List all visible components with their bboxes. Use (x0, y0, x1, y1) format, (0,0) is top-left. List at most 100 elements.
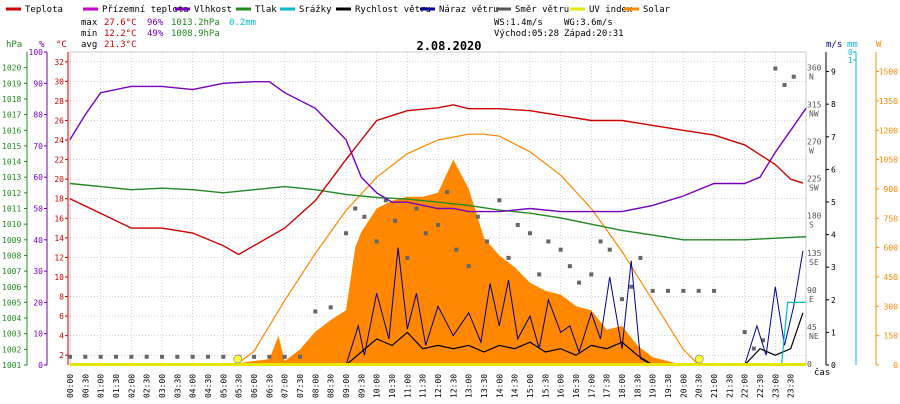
wind-direction-point (436, 222, 440, 227)
wind-direction-point (344, 231, 348, 236)
time-tick-label: 05:30 (235, 374, 244, 398)
time-tick-label: 08:00 (311, 374, 320, 398)
time-tick-label: 11:30 (419, 374, 428, 398)
wind-direction-point (313, 309, 318, 314)
dir-tick-deg: 315 (807, 101, 822, 110)
stat-min-label: min (81, 29, 97, 39)
dir-tick-deg: 270 (807, 138, 822, 147)
pressure-tick-label: 1005 (2, 298, 21, 307)
humidity-unit: % (39, 40, 45, 50)
wind-direction-point (475, 214, 480, 219)
pressure-tick-label: 1002 (2, 345, 21, 354)
time-tick-label: 23:30 (787, 374, 796, 398)
legend-label: Přízemní teplota (102, 5, 189, 15)
time-tick-label: 02:30 (143, 374, 152, 398)
humidity-tick-label: 60 (33, 173, 43, 182)
legend-label: Rychlost větru (355, 5, 431, 15)
humidity-tick-label: 70 (33, 142, 43, 151)
legend-label: Náraz větru (439, 5, 499, 15)
wind-direction-point (497, 198, 502, 203)
solar-tick-label: 750 (884, 214, 899, 223)
wind-direction-point (206, 354, 210, 359)
pressure-unit: hPa (6, 40, 22, 50)
time-tick-label: 04:30 (204, 374, 213, 398)
temp-tick-label: 2 (59, 351, 64, 360)
wind-direction-point (414, 206, 419, 211)
wind-direction-point (405, 255, 410, 260)
solar-tick-label: 1500 (879, 68, 898, 77)
wind-direction-point (773, 66, 778, 71)
time-tick-label: 07:30 (296, 374, 305, 398)
wind-wg: WG:3.6m/s (564, 18, 613, 28)
wind-direction-point (445, 190, 450, 195)
wind-direction-point (114, 354, 118, 359)
time-tick-label: 23:00 (771, 374, 780, 398)
temp-tick-label: 24 (54, 136, 64, 145)
wind-direction-point (353, 206, 358, 211)
dir-tick-label: SE (809, 258, 819, 267)
wind-direction-point (506, 255, 511, 260)
uv-baseline (70, 363, 806, 366)
wind-direction-point (267, 354, 272, 359)
wind-direction-point (160, 354, 164, 359)
temp-tick-label: 14 (54, 234, 64, 243)
wind-direction-point (681, 288, 686, 293)
stats-block: max 27.6°C 96% 1013.2hPa 0.2mm min 12.2°… (81, 18, 256, 50)
pressure-tick-label: 1004 (2, 314, 21, 323)
temperature-line (69, 104, 804, 256)
time-tick-label: 05:00 (219, 374, 228, 398)
time-tick-label: 21:00 (710, 374, 719, 398)
time-tick-label: 06:00 (250, 374, 259, 398)
time-tick-label: 15:00 (526, 374, 535, 398)
dir-tick-label: SW (809, 184, 819, 193)
dir-tick-label: NW (809, 110, 819, 119)
wind-direction-point (454, 247, 459, 252)
pressure-tick-label: 1001 (2, 361, 21, 370)
time-tick-label: 08:30 (327, 374, 336, 398)
temp-tick-label: 28 (54, 97, 64, 106)
wind-direction-point (567, 264, 572, 269)
wind-direction-point (515, 222, 520, 227)
dir-tick-label: E (809, 295, 814, 304)
solar-tick-label: 300 (884, 302, 899, 311)
time-tick-label: 21:30 (725, 374, 734, 398)
wind-direction-point (528, 231, 532, 236)
wind-direction-point (221, 354, 226, 359)
dir-tick-deg: 180 (807, 212, 822, 221)
wind-direction-point (129, 354, 134, 359)
stat-max-label: max (81, 18, 98, 28)
legend-label: Teplota (25, 5, 63, 15)
stat-avg-label: avg (81, 40, 97, 50)
wind-direction-point (546, 239, 551, 244)
humidity-tick-label: 0 (38, 361, 43, 370)
humidity-tick-label: 90 (33, 79, 43, 88)
time-tick-label: 19:30 (664, 374, 673, 398)
time-tick-label: 07:00 (281, 374, 290, 398)
sun-marker (233, 354, 243, 364)
dir-tick-label: NE (809, 332, 819, 341)
wind-direction-point (761, 338, 766, 343)
wind-direction-point (629, 284, 634, 289)
wind-info: WS:1.4m/s WG:3.6m/s Východ:05:28 Západ:2… (494, 18, 624, 39)
stat-max-rain: 0.2mm (229, 18, 256, 28)
time-tick-label: 00:30 (81, 374, 90, 398)
solar-tick-label: 150 (884, 332, 899, 341)
time-tick-label: 03:00 (158, 374, 167, 398)
dir-tick-deg: 360 (807, 63, 822, 72)
time-tick-label: 12:00 (434, 374, 443, 398)
time-tick-label: 14:30 (511, 374, 520, 398)
wind-direction-point (298, 354, 302, 359)
wind-direction-point (620, 297, 624, 302)
time-tick-label: 02:00 (127, 374, 136, 398)
temp-tick-label: 6 (59, 312, 64, 321)
legend-label: Solar (643, 5, 671, 15)
temp-tick-label: 8 (59, 293, 64, 302)
legend-label: Tlak (255, 5, 277, 15)
wind-speed-unit: m/s (826, 40, 842, 50)
wind-direction-point (252, 354, 256, 359)
dir-tick-deg: 0 (807, 360, 812, 369)
time-tick-label: 16:00 (557, 374, 566, 398)
wind-tick-label: 3 (831, 263, 836, 272)
wind-direction-point (83, 354, 88, 359)
time-unit: čas (814, 367, 830, 378)
